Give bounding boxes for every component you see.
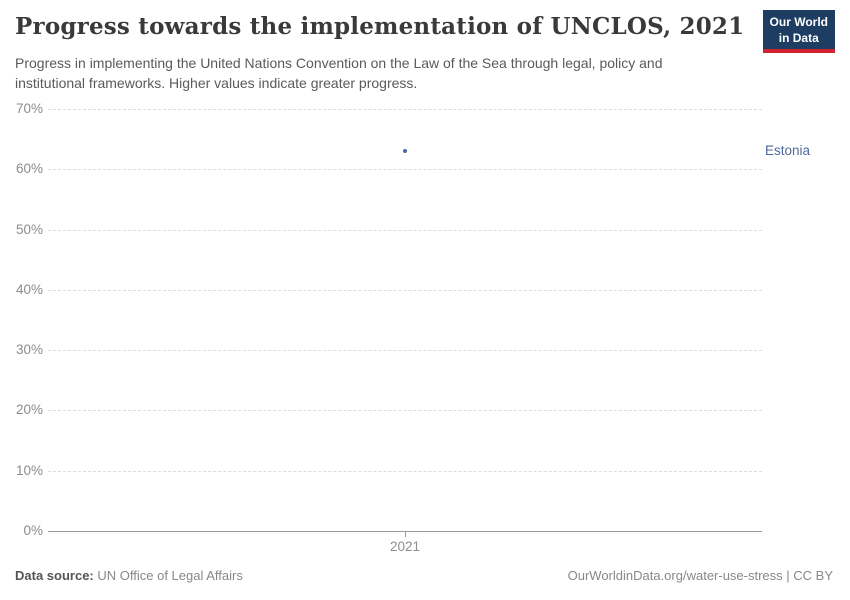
gridline [48, 169, 762, 171]
y-tick-label: 30% [15, 342, 43, 358]
owid-logo[interactable]: Our World in Data [762, 10, 835, 54]
y-tick-label: 0% [23, 523, 43, 538]
page-title: Progress towards the implementation of U… [15, 13, 745, 40]
series-label-estonia[interactable]: Estonia [765, 143, 811, 159]
y-tick-label: 60% [15, 161, 43, 177]
gridline [48, 229, 762, 231]
gridline [48, 470, 762, 472]
owid-url-license[interactable]: OurWorldinData.org/water-use-stress | CC… [567, 568, 833, 583]
owid-logo-line2: in Data [778, 30, 819, 45]
x-axis-line [48, 531, 762, 532]
chart-subtitle: Progress in implementing the United Nati… [15, 55, 663, 92]
x-tick-label: 2021 [389, 539, 421, 554]
y-tick-label: 50% [15, 221, 43, 237]
owid-logo-line1: Our World [769, 15, 828, 29]
y-tick-label: 40% [15, 281, 43, 297]
x-tick-mark [405, 532, 406, 537]
y-tick-label: 70% [15, 101, 43, 116]
data-source-value: UN Office of Legal Affairs [97, 568, 243, 583]
data-source: Data source: UN Office of Legal Affairs [15, 568, 243, 583]
gridline [48, 289, 762, 291]
gridline [48, 410, 762, 412]
data-point-estonia[interactable] [403, 149, 407, 154]
y-tick-label: 10% [15, 462, 43, 478]
gridline [48, 350, 762, 352]
data-source-label: Data source: [15, 568, 94, 583]
y-tick-label: 20% [15, 402, 43, 418]
gridline [48, 109, 762, 110]
